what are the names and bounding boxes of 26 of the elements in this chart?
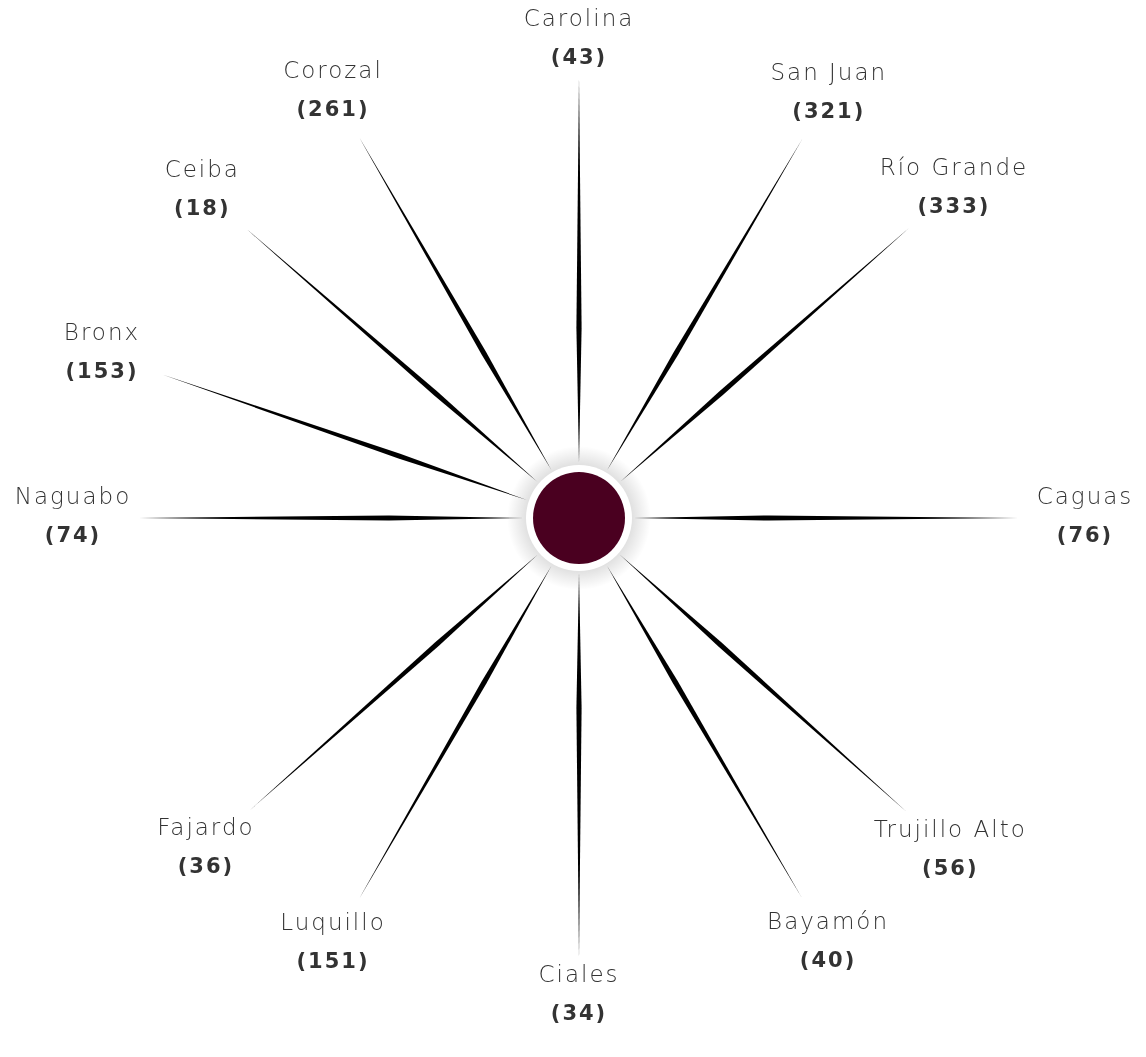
data-label: (151) <box>296 949 370 974</box>
data-label: (74) <box>44 523 102 547</box>
data-label: (261) <box>296 96 370 121</box>
data-label: (40) <box>799 947 857 972</box>
data-label: (18) <box>174 195 231 220</box>
category-label: Luquillo <box>280 909 386 936</box>
category-label: Ceiba <box>164 155 240 182</box>
data-label: (333) <box>917 193 991 218</box>
category-label: Bronx <box>63 318 141 345</box>
category-label: Fajardo <box>157 814 255 841</box>
category-label: Río Grande <box>879 153 1029 180</box>
data-label: (36) <box>177 854 235 879</box>
data-label: (56) <box>922 856 979 881</box>
data-label: (34) <box>550 1001 608 1025</box>
category-label: Caguas <box>1036 483 1134 509</box>
category-label: Corozal <box>283 56 383 83</box>
data-label: (76) <box>1056 523 1114 547</box>
category-label: Naguabo <box>14 483 132 509</box>
category-label: Carolina <box>523 5 635 31</box>
category-label: San Juan <box>770 58 888 85</box>
data-label: (43) <box>550 45 608 69</box>
data-label: (321) <box>792 98 866 123</box>
category-label: Bayamón <box>767 907 890 934</box>
category-label: Trujillo Alto <box>873 816 1027 843</box>
category-label: Ciales <box>538 961 620 987</box>
data-label: (153) <box>65 358 139 383</box>
